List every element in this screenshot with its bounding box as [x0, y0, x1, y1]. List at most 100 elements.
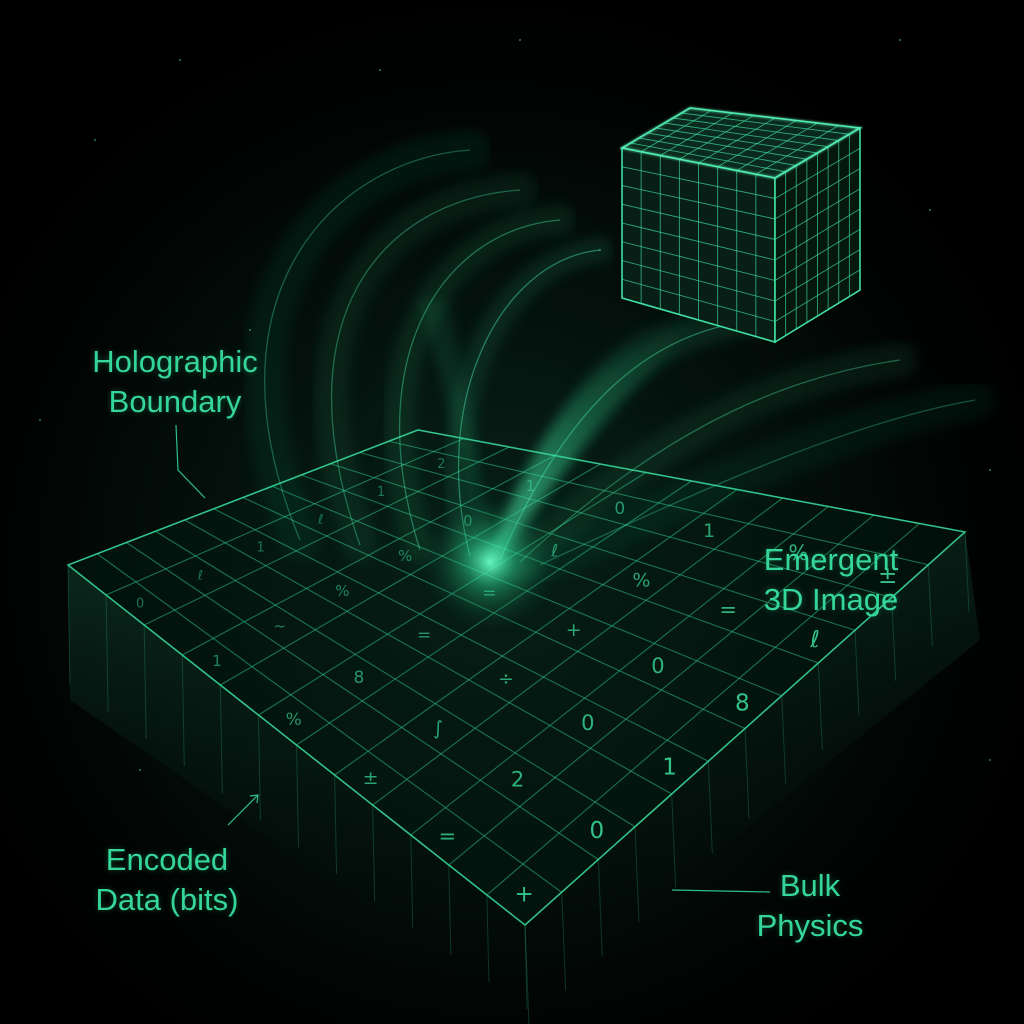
side-line — [744, 728, 750, 819]
star — [928, 208, 932, 212]
wave-sheet-edge — [398, 219, 561, 551]
projection-beam — [420, 300, 720, 632]
encoded-label-line2: Data (bits) — [95, 882, 239, 917]
side-line — [486, 894, 490, 983]
boundary-leader-line — [175, 424, 206, 499]
cube-grid-line — [774, 269, 861, 322]
wave-sheet-edge — [457, 249, 601, 557]
cube-grid-line — [774, 208, 861, 261]
cube-grid-line — [672, 117, 839, 141]
encoded-bit-symbol: ℓ — [317, 513, 323, 528]
wave-sheet — [520, 380, 995, 585]
wave-sheet — [445, 237, 613, 569]
encoded-bit-symbol: 1 — [212, 652, 222, 670]
encoded-bit-symbol: ∫ — [433, 718, 443, 740]
encoded-bit-symbol: ± — [363, 767, 379, 789]
cube-grid-line — [736, 122, 818, 171]
cube-grid-line — [681, 112, 850, 135]
leader-lines — [175, 424, 771, 893]
encoded-bit-symbol: % — [788, 541, 808, 565]
cube-grid-line — [717, 120, 797, 168]
bulk-physics-label: Bulk Physics — [730, 866, 890, 946]
emergent-3d-image-label: Emergent 3D Image — [736, 540, 926, 620]
encoded-bit-symbol: % — [632, 569, 650, 591]
encoded-bit-symbol: ~ — [273, 617, 286, 635]
encoded-bit-symbol: + — [566, 619, 582, 641]
cube-grid-line — [664, 122, 829, 148]
encoded-bit-symbol: 1 — [256, 541, 264, 556]
side-line — [781, 695, 787, 785]
star — [378, 68, 382, 72]
bulk-label-line1: Bulk — [779, 868, 841, 903]
cube-grid-line — [621, 260, 776, 302]
encoded-bit-symbol: 1 — [377, 485, 385, 500]
holographic-boundary-label: Holographic Boundary — [60, 342, 290, 422]
star — [138, 768, 142, 772]
encoded-bit-symbol: ℓ — [197, 568, 203, 583]
side-line — [707, 761, 713, 853]
holographic-boundary-label-line1: Holographic — [92, 344, 258, 379]
encoded-bit-symbol: ± — [878, 563, 897, 589]
star — [93, 138, 97, 142]
encoded-bit-symbol: % — [335, 582, 349, 600]
wave-sheet — [244, 130, 490, 560]
encoded-bit-symbol: 1 — [662, 754, 677, 780]
cube-grid-line — [698, 117, 776, 164]
side-line — [257, 714, 261, 821]
arrow-icon — [227, 794, 259, 826]
star — [898, 38, 902, 42]
side-line — [334, 774, 338, 875]
side-line — [181, 654, 185, 767]
star — [988, 468, 992, 472]
side-line — [67, 564, 71, 686]
encoded-bit-symbol: 0 — [590, 818, 605, 844]
emergent-label-line2: 3D Image — [763, 582, 899, 617]
encoded-bit-symbol: % — [286, 710, 302, 730]
wave-sheet — [503, 343, 917, 579]
side-line — [524, 924, 530, 1024]
wave-sheet — [384, 205, 575, 565]
encoded-label-line1: Encoded — [105, 842, 229, 877]
emergent-label-line1: Emergent — [763, 542, 899, 577]
holographic-boundary-label-line2: Boundary — [108, 384, 242, 419]
grid-line — [448, 514, 875, 866]
star — [38, 418, 42, 422]
encoded-bit-symbol: = — [439, 824, 457, 848]
bulk-label-line2: Physics — [756, 908, 864, 943]
encoded-bit-symbol: 2 — [511, 767, 524, 791]
side-line — [854, 630, 860, 716]
convergence-hotspot — [420, 492, 560, 632]
side-line — [817, 662, 823, 750]
wave-sheet — [314, 173, 537, 562]
encoded-bit-symbol: 0 — [136, 596, 144, 611]
cube-grid-line — [621, 222, 776, 261]
side-line — [143, 624, 147, 740]
side-line — [891, 597, 897, 681]
star — [518, 38, 522, 42]
side-line — [964, 531, 970, 613]
cube-icon — [619, 106, 864, 344]
encoded-bit-symbol: 0 — [581, 711, 594, 735]
cube-grid-line — [621, 241, 776, 281]
side-line — [372, 804, 376, 902]
wave-sheet-edge — [330, 189, 521, 546]
encoded-bit-symbol: = — [719, 598, 737, 622]
side-line — [561, 892, 567, 991]
side-line — [597, 859, 603, 957]
encoded-bit-symbol: = — [417, 626, 431, 646]
encoded-bit-symbol: 8 — [354, 668, 365, 688]
encoded-bit-symbol: 0 — [651, 654, 664, 678]
bulk-leader-line — [671, 889, 771, 893]
grid-line — [486, 523, 920, 896]
star — [988, 758, 992, 762]
encoded-bit-symbol: ℓ — [809, 627, 820, 653]
cube-grid-line — [621, 278, 776, 322]
wave-sheet-edge — [519, 359, 901, 563]
side-line — [219, 684, 223, 794]
wave-sheet-edge — [264, 149, 471, 541]
encoded-bit-symbol: 2 — [437, 457, 445, 472]
encoded-bit-symbol: ÷ — [498, 668, 514, 690]
cube-grid-line — [774, 228, 861, 281]
side-line — [927, 564, 933, 647]
cube-grid-line — [774, 249, 861, 302]
